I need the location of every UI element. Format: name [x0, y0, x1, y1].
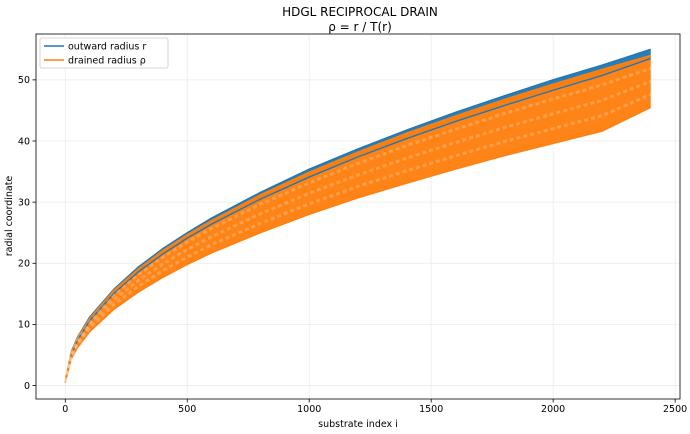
- y-tick-label: 20: [18, 259, 30, 270]
- legend-label-outward: outward radius r: [68, 42, 146, 53]
- chart-title: HDGL RECIPROCAL DRAIN: [282, 5, 438, 19]
- plot-frame: [35, 33, 681, 400]
- y-tick-label: 40: [18, 136, 30, 147]
- x-tick-label: 2500: [663, 404, 687, 415]
- y-tick-label: 30: [18, 197, 30, 208]
- drained-radius-band: [65, 55, 651, 383]
- y-tick-label: 50: [18, 75, 30, 86]
- series-bands: [65, 49, 651, 383]
- drained-radius-texture-line: [63, 66, 652, 382]
- drained-radius-upper-line: [64, 54, 651, 381]
- series-lines: [63, 48, 652, 383]
- drained-radius-texture-line: [63, 92, 652, 383]
- outward-radius-lower-line: [64, 57, 651, 383]
- y-tick-label: 0: [24, 381, 30, 392]
- y-axis-label: radial coordinate: [4, 176, 15, 257]
- legend-label-drained: drained radius ρ: [68, 56, 146, 67]
- x-tick-label: 500: [178, 404, 196, 415]
- y-tick-label: 10: [18, 320, 30, 331]
- x-tick-label: 1000: [297, 404, 321, 415]
- drained-radius-texture-line: [63, 79, 652, 382]
- chart-subtitle: ρ = r / T(r): [328, 20, 392, 34]
- axis-ticks: 0 500 1000 1500 2000 2500 0 10 20 30 40 50: [18, 75, 687, 415]
- grid-lines: [36, 34, 680, 399]
- drained-radius-lower-line: [64, 106, 652, 383]
- legend: outward radius r drained radius ρ: [39, 37, 169, 69]
- x-tick-label: 0: [62, 404, 68, 415]
- x-tick-label: 1500: [419, 404, 443, 415]
- legend-box: [39, 37, 169, 69]
- x-tick-label: 2000: [541, 404, 565, 415]
- x-axis-label: substrate index i: [318, 419, 398, 430]
